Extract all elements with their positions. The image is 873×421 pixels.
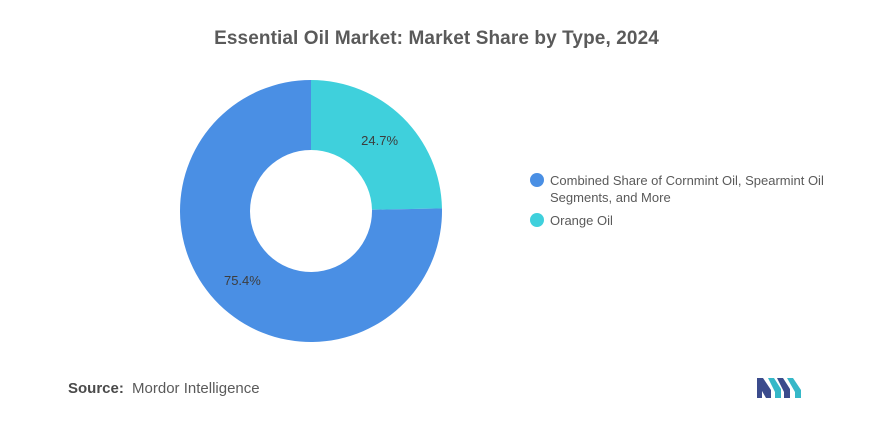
donut-slice-combined-share-of-cornmint-oil-spearmint-oil-segments-and-more — [180, 80, 443, 342]
legend-item-combined-share: Combined Share of Cornmint Oil, Spearmin… — [530, 172, 850, 206]
legend-swatch-combined-share — [530, 173, 544, 187]
donut-data-labels: 24.7% 75.4% — [224, 133, 398, 288]
chart-title: Essential Oil Market: Market Share by Ty… — [214, 28, 659, 49]
donut-slices — [180, 80, 443, 342]
source-note: Source: Mordor Intelligence — [68, 380, 260, 397]
data-label-1: 24.7% — [361, 133, 398, 148]
legend-label-orange-oil: Orange Oil — [550, 213, 613, 228]
donut-slice-orange-oil — [311, 80, 442, 210]
mordor-intelligence-logo-icon — [757, 378, 801, 398]
data-label-2: 75.4% — [224, 273, 261, 288]
source-value: Mordor Intelligence — [132, 380, 260, 397]
source-label: Source: — [68, 380, 124, 397]
legend-label-combined-share: Combined Share of Cornmint Oil, Spearmin… — [550, 173, 824, 205]
legend-swatch-orange-oil — [530, 213, 544, 227]
chart-legend: Combined Share of Cornmint Oil, Spearmin… — [530, 172, 850, 235]
legend-item-orange-oil: Orange Oil — [530, 212, 850, 229]
